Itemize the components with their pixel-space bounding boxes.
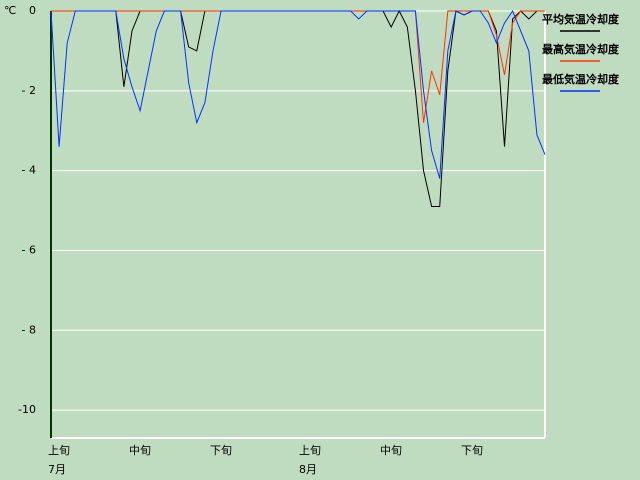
series-line [50,9,546,179]
month-label: 8月 [299,463,317,476]
x-tick-label: 下旬 [461,444,483,457]
y-tick-label: - 2 [22,84,36,97]
x-tick-label: 中旬 [129,444,151,457]
legend-label: 最低気温冷却度 [542,72,620,86]
x-tick-label: 上旬 [48,444,70,457]
x-tick-label: 上旬 [299,444,321,457]
x-tick-label: 下旬 [210,444,232,457]
legend-label: 最高気温冷却度 [542,42,620,56]
y-tick-label: 0 [29,4,36,17]
legend-label: 平均気温冷却度 [542,12,620,26]
y-unit: ℃ [4,4,16,17]
month-label: 7月 [48,463,66,476]
y-tick-label: - 4 [22,164,36,177]
y-tick-label: -10 [18,403,36,416]
y-tick-label: - 8 [22,323,36,336]
y-tick-label: - 6 [22,243,36,256]
x-tick-label: 中旬 [380,444,402,457]
